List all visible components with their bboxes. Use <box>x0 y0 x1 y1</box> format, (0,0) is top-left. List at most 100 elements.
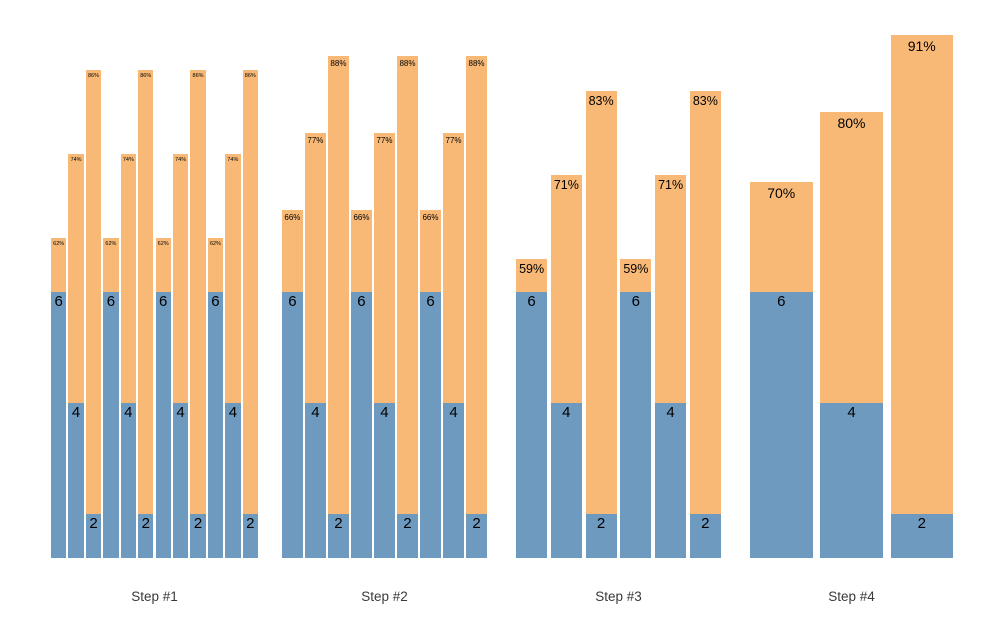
bar-top-segment-orange: 77% <box>305 133 326 403</box>
stacked-bar: 88% 2 <box>328 56 349 558</box>
bar-top-segment-orange: 62% <box>51 238 67 292</box>
stacked-bar: 66% 6 <box>351 210 372 558</box>
bar-bottom-segment-blue: 2 <box>328 514 349 558</box>
bar-bottom-segment-blue: 2 <box>85 514 102 558</box>
bar-bottom-segment-blue: 4 <box>172 403 189 558</box>
bar-pct-label: 80% <box>837 115 866 131</box>
bar-value-label: 2 <box>403 515 412 532</box>
stacked-bar: 70% 6 <box>750 182 813 558</box>
bar-top-segment-orange: 88% <box>466 56 487 514</box>
bar-group-step-3: 59% 6 71% 4 83% 2 59% 6 71% 4 83% 2 <box>516 0 721 558</box>
bar-bottom-segment-blue: 4 <box>443 403 464 558</box>
bar-pct-label: 71% <box>658 178 684 192</box>
stacked-bar: 88% 2 <box>466 56 487 558</box>
bar-value-label: 6 <box>777 293 786 310</box>
bar-value-label: 2 <box>917 515 926 532</box>
stacked-bar: 77% 4 <box>374 133 395 558</box>
stacked-bar: 71% 4 <box>550 175 582 558</box>
bar-pct-label: 86% <box>140 73 152 79</box>
bar-bottom-segment-blue: 2 <box>190 514 206 558</box>
bar-top-segment-orange: 74% <box>172 154 189 403</box>
stacked-bar: 74% 4 <box>225 154 241 558</box>
bar-pct-label: 86% <box>87 73 99 79</box>
bar-top-segment-orange: 62% <box>207 238 224 292</box>
stacked-bar: 83% 2 <box>689 91 721 558</box>
bar-top-segment-orange: 71% <box>655 175 687 403</box>
group-axis-label: Step #3 <box>595 589 642 604</box>
bar-top-segment-orange: 86% <box>85 70 102 514</box>
stacked-bar: 74% 4 <box>172 154 189 558</box>
bar-value-label: 6 <box>631 293 641 310</box>
stacked-bar: 66% 6 <box>282 210 303 558</box>
bar-top-segment-orange: 74% <box>68 154 84 403</box>
stacked-bar: 62% 6 <box>51 238 67 558</box>
bar-top-segment-orange: 62% <box>103 238 119 292</box>
stacked-bar: 86% 2 <box>138 70 154 558</box>
bar-bottom-segment-blue: 4 <box>120 403 136 558</box>
bar-pct-label: 77% <box>307 136 324 145</box>
bar-value-label: 4 <box>562 404 571 421</box>
bar-pct-label: 62% <box>53 241 65 247</box>
bar-value-label: 6 <box>357 293 366 310</box>
bar-pct-label: 59% <box>519 262 545 276</box>
stacked-bar: 77% 4 <box>305 133 326 558</box>
bar-bottom-segment-blue: 2 <box>890 514 953 558</box>
bar-value-label: 4 <box>449 404 458 421</box>
bar-pct-label: 62% <box>157 241 169 247</box>
bar-top-segment-orange: 88% <box>328 56 349 514</box>
bar-bottom-segment-blue: 4 <box>225 403 241 558</box>
bar-value-label: 4 <box>380 404 389 421</box>
bar-value-label: 2 <box>596 515 606 532</box>
bar-top-segment-orange: 88% <box>397 56 418 514</box>
bar-pct-label: 91% <box>907 38 936 54</box>
bar-value-label: 4 <box>176 404 185 421</box>
bar-value-label: 2 <box>89 515 98 532</box>
bar-group-step-4: 70% 6 80% 4 91% 2 <box>750 0 953 558</box>
bar-value-label: 2 <box>472 515 481 532</box>
bar-top-segment-orange: 62% <box>155 238 171 292</box>
bar-value-label: 4 <box>311 404 320 421</box>
bar-top-segment-orange: 66% <box>282 210 303 292</box>
bar-top-segment-orange: 80% <box>820 112 883 403</box>
group-axis-label: Step #4 <box>828 589 875 604</box>
bar-bottom-segment-blue: 4 <box>655 403 687 558</box>
stacked-bar: 88% 2 <box>397 56 418 558</box>
bar-pct-label: 77% <box>376 136 393 145</box>
bar-top-segment-orange: 86% <box>190 70 206 514</box>
stacked-bar: 91% 2 <box>890 35 953 558</box>
bar-bottom-segment-blue: 6 <box>155 292 171 558</box>
bar-group-step-2: 66% 6 77% 4 88% 2 66% 6 77% 4 88% 2 66% 6 77% 4 88% 2 <box>282 0 487 558</box>
group-axis-label: Step #2 <box>361 589 408 604</box>
bar-pct-label: 88% <box>468 59 485 68</box>
bar-bottom-segment-blue: 2 <box>585 514 617 558</box>
bar-value-label: 6 <box>211 293 220 310</box>
bar-bottom-segment-blue: 2 <box>689 514 721 558</box>
bar-value-label: 6 <box>426 293 435 310</box>
bar-pct-label: 77% <box>445 136 462 145</box>
bar-pct-label: 83% <box>692 94 718 108</box>
stacked-bar: 74% 4 <box>68 154 84 558</box>
stacked-bar: 59% 6 <box>620 259 652 558</box>
stacked-bar: 59% 6 <box>516 259 548 558</box>
bar-pct-label: 59% <box>623 262 649 276</box>
bar-bottom-segment-blue: 6 <box>351 292 372 558</box>
bar-top-segment-orange: 59% <box>620 259 652 292</box>
bar-value-label: 4 <box>71 404 81 421</box>
bar-value-label: 6 <box>106 293 116 310</box>
bar-top-segment-orange: 71% <box>550 175 582 403</box>
bar-top-segment-orange: 83% <box>689 91 721 514</box>
bar-bottom-segment-blue: 2 <box>242 514 258 558</box>
bar-value-label: 6 <box>159 293 168 310</box>
bar-value-label: 2 <box>193 515 203 532</box>
bar-pct-label: 66% <box>422 213 439 222</box>
bar-pct-label: 86% <box>192 73 204 79</box>
bar-value-label: 2 <box>246 515 255 532</box>
stacked-bar: 86% 2 <box>190 70 206 558</box>
bar-value-label: 6 <box>54 293 63 310</box>
bar-pct-label: 66% <box>353 213 370 222</box>
bar-pct-label: 74% <box>122 157 134 163</box>
bar-value-label: 4 <box>228 404 238 421</box>
stacked-bar: 62% 6 <box>103 238 119 558</box>
bar-bottom-segment-blue: 6 <box>103 292 119 558</box>
